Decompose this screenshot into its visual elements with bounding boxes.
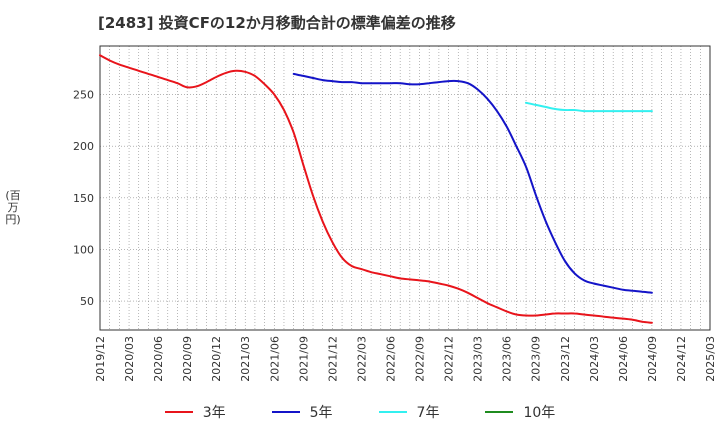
x-tick-label: 2020/09: [181, 336, 194, 382]
x-tick-label: 2022/06: [384, 336, 397, 382]
x-tick-label: 2021/09: [297, 336, 310, 382]
x-tick-label: 2021/06: [268, 336, 281, 382]
x-tick-label: 2019/12: [94, 336, 107, 382]
legend-swatch-5y: [271, 411, 300, 413]
legend-item-5y[interactable]: 5年: [271, 402, 333, 422]
x-tick-label: 2024/06: [617, 336, 630, 382]
x-tick-label: 2024/12: [675, 336, 688, 382]
series-line-0: [99, 54, 653, 324]
legend-swatch-10y: [485, 411, 514, 413]
x-tick-label: 2024/03: [588, 336, 601, 382]
x-tick-label: 2020/03: [123, 336, 136, 382]
legend-label-10y: 10年: [523, 405, 556, 421]
y-tick-label: 200: [73, 140, 94, 153]
y-tick-label: 50: [80, 295, 94, 308]
legend-swatch-7y: [378, 411, 407, 413]
legend-label-7y: 7年: [416, 405, 440, 421]
legend-label-3y: 3年: [202, 405, 226, 421]
x-tick-label: 2021/12: [326, 336, 339, 382]
legend-label-5y: 5年: [309, 405, 333, 421]
x-tick-label: 2021/03: [239, 336, 252, 382]
series-line-2: [525, 101, 653, 113]
y-tick-label: 100: [73, 243, 94, 256]
x-tick-label: 2020/06: [152, 336, 165, 382]
x-tick-label: 2023/09: [530, 336, 543, 382]
legend-swatch-3y: [164, 411, 193, 413]
legend-item-3y[interactable]: 3年: [164, 402, 226, 422]
legend-item-10y[interactable]: 10年: [485, 402, 555, 422]
x-tick-label: 2024/09: [646, 336, 659, 382]
legend: 3年 5年 7年 10年: [0, 402, 720, 422]
y-tick-label: 250: [73, 89, 94, 102]
legend-item-7y[interactable]: 7年: [378, 402, 440, 422]
y-tick-label: 150: [73, 192, 94, 205]
series-line-1: [292, 72, 653, 294]
x-tick-label: 2025/03: [704, 336, 717, 382]
plot-border: [99, 45, 711, 331]
x-tick-label: 2023/03: [472, 336, 485, 382]
x-tick-label: 2022/12: [443, 336, 456, 382]
x-tick-label: 2020/12: [210, 336, 223, 382]
plot-area: [100, 46, 710, 330]
chart-title: [2483] 投資CFの12か月移動合計の標準偏差の推移: [98, 14, 456, 32]
x-tick-label: 2023/06: [501, 336, 514, 382]
x-tick-label: 2022/09: [414, 336, 427, 382]
x-tick-label: 2023/12: [559, 336, 572, 382]
y-axis-label: (百万円): [5, 189, 21, 226]
x-tick-label: 2022/03: [355, 336, 368, 382]
